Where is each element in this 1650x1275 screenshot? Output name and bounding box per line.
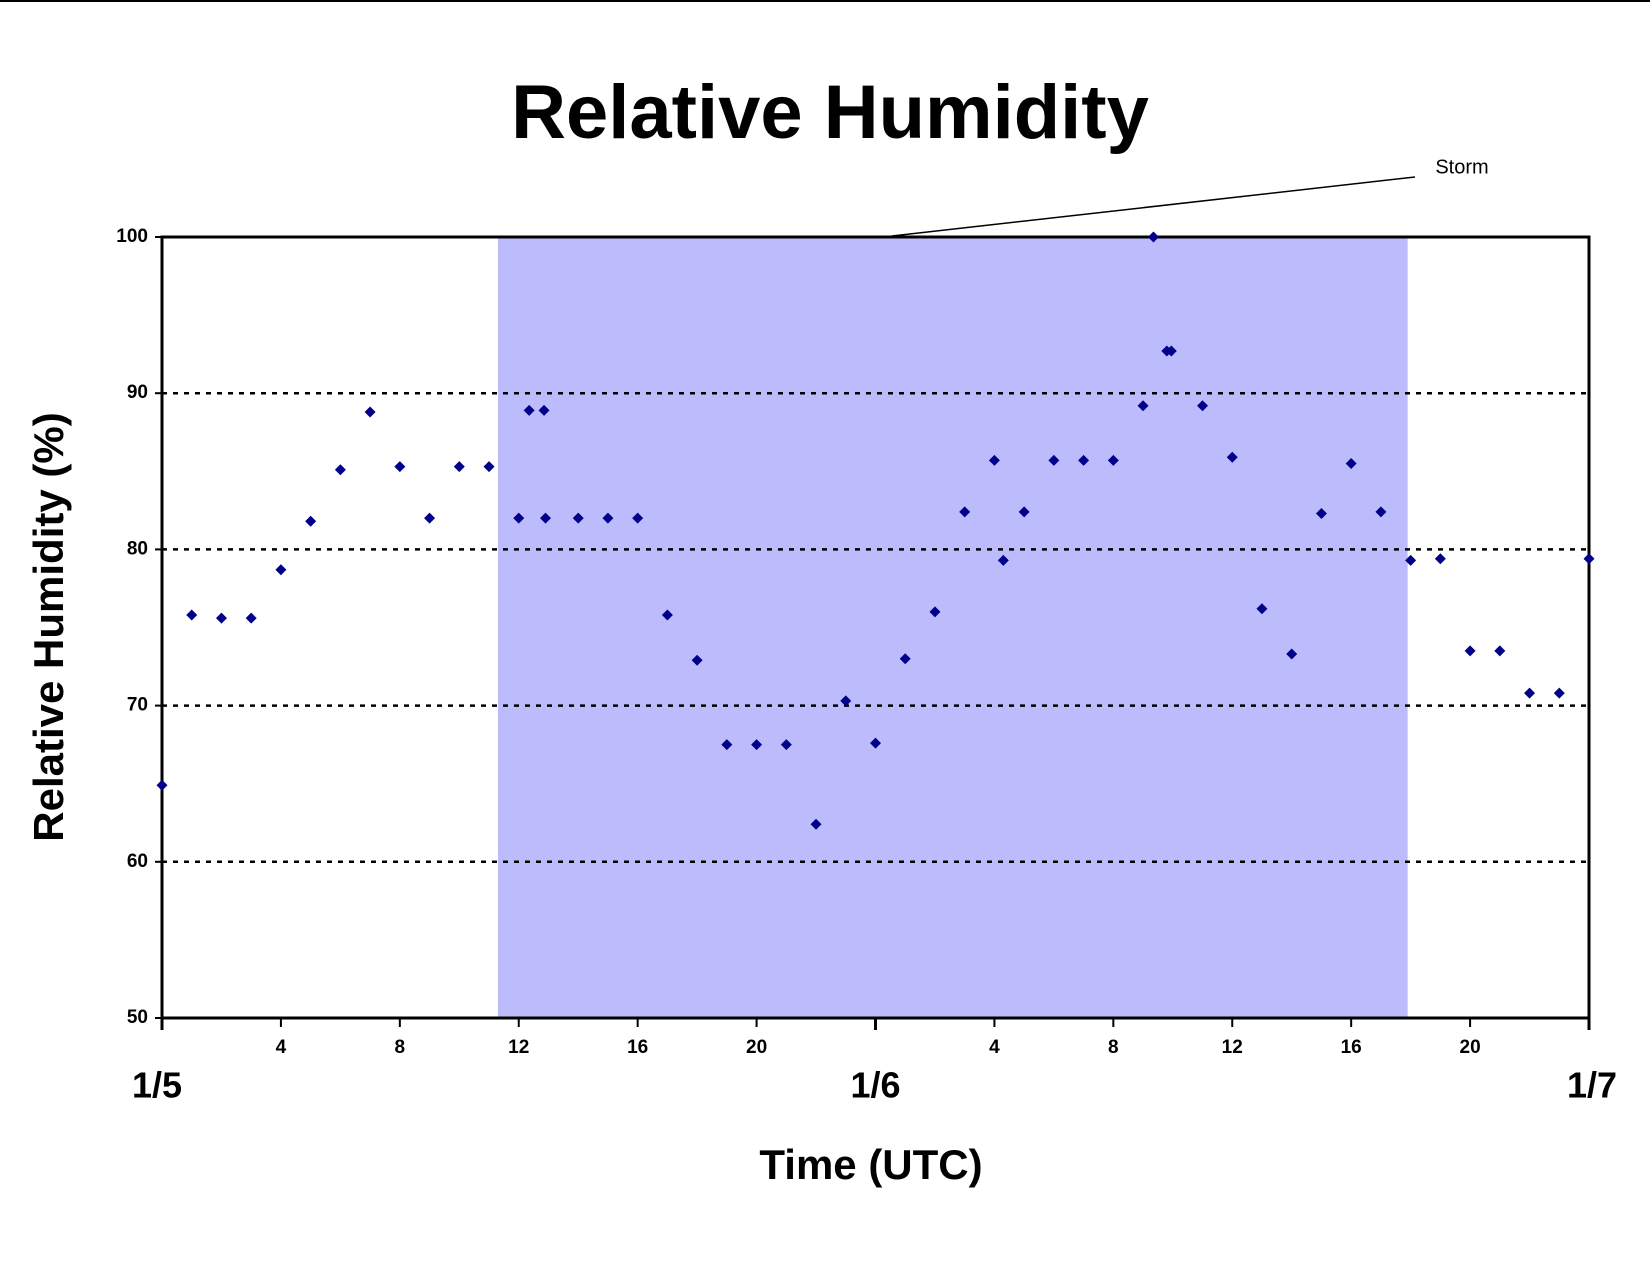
data-point xyxy=(186,609,198,621)
data-point xyxy=(1078,454,1090,466)
data-point xyxy=(899,653,911,665)
data-point xyxy=(483,461,495,473)
data-point xyxy=(1137,400,1149,412)
annotation-line xyxy=(891,176,1416,237)
data-point xyxy=(959,506,971,518)
data-point xyxy=(661,609,673,621)
data-point xyxy=(245,612,257,624)
data-point xyxy=(691,654,703,666)
data-point xyxy=(751,739,763,751)
storm-region xyxy=(497,237,1408,1018)
data-point xyxy=(1345,457,1357,469)
y-tick-label: 100 xyxy=(116,226,148,247)
data-point xyxy=(988,454,1000,466)
data-point xyxy=(1226,451,1238,463)
data-point xyxy=(572,512,584,524)
y-tick-label: 90 xyxy=(127,382,148,403)
data-point xyxy=(632,512,644,524)
data-point xyxy=(275,564,287,576)
y-tick-label: 50 xyxy=(127,1007,148,1028)
data-point xyxy=(602,512,614,524)
data-point xyxy=(540,512,552,524)
data-point xyxy=(523,404,535,416)
y-tick-label: 70 xyxy=(127,695,148,716)
data-point xyxy=(1107,454,1119,466)
x-tick-label: 8 xyxy=(1108,1037,1119,1058)
data-point xyxy=(1048,454,1060,466)
data-point xyxy=(1464,645,1476,657)
data-point xyxy=(1018,506,1030,518)
x-tick-label: 8 xyxy=(395,1037,406,1058)
data-point xyxy=(870,737,881,749)
data-point xyxy=(394,461,406,473)
data-point xyxy=(1405,554,1417,566)
data-point xyxy=(810,818,822,830)
x-axis-title: Time (UTC) xyxy=(759,1141,982,1188)
x-tick-label: 16 xyxy=(1341,1037,1362,1058)
x-tick-label: 12 xyxy=(508,1037,529,1058)
data-point xyxy=(334,464,346,476)
data-point xyxy=(1256,603,1268,615)
data-point xyxy=(215,612,227,624)
y-tick-label: 60 xyxy=(127,851,148,872)
data-point xyxy=(1197,400,1209,412)
x-tick-label: 4 xyxy=(276,1037,287,1058)
x-tick-label: 20 xyxy=(1460,1037,1481,1058)
x-tick-label: 20 xyxy=(746,1037,767,1058)
data-point xyxy=(1434,553,1446,565)
data-point xyxy=(780,739,792,751)
data-point xyxy=(1494,645,1506,657)
y-tick-label: 80 xyxy=(127,538,148,559)
date-tick-label: 1/5 xyxy=(132,1065,182,1106)
data-point xyxy=(1165,345,1177,357)
data-point xyxy=(1524,687,1536,699)
data-point xyxy=(1553,687,1565,699)
data-point xyxy=(424,512,436,524)
plot-frame xyxy=(160,235,1591,1020)
data-point xyxy=(1286,648,1298,660)
data-point xyxy=(538,404,550,416)
x-tick-label: 4 xyxy=(989,1037,1000,1058)
data-point xyxy=(156,779,168,791)
data-point xyxy=(1147,231,1159,243)
x-tick-label: 12 xyxy=(1222,1037,1243,1058)
data-point xyxy=(305,515,317,527)
data-point xyxy=(1375,506,1387,518)
date-tick-label: 1/7 xyxy=(1567,1065,1617,1106)
data-point xyxy=(721,739,733,751)
date-tick-label: 1/6 xyxy=(850,1065,900,1106)
y-axis-title: Relative Humidity (%) xyxy=(25,412,72,841)
data-point xyxy=(364,406,376,418)
data-point xyxy=(1315,507,1327,519)
chart-title: Relative Humidity xyxy=(511,70,1149,155)
data-point xyxy=(1583,553,1595,565)
x-tick-label: 16 xyxy=(627,1037,648,1058)
data-point xyxy=(453,461,465,473)
data-point xyxy=(929,606,941,618)
annotation: Storm xyxy=(1435,156,1488,178)
data-point xyxy=(513,512,525,524)
data-point xyxy=(840,695,852,707)
data-point xyxy=(997,554,1009,566)
